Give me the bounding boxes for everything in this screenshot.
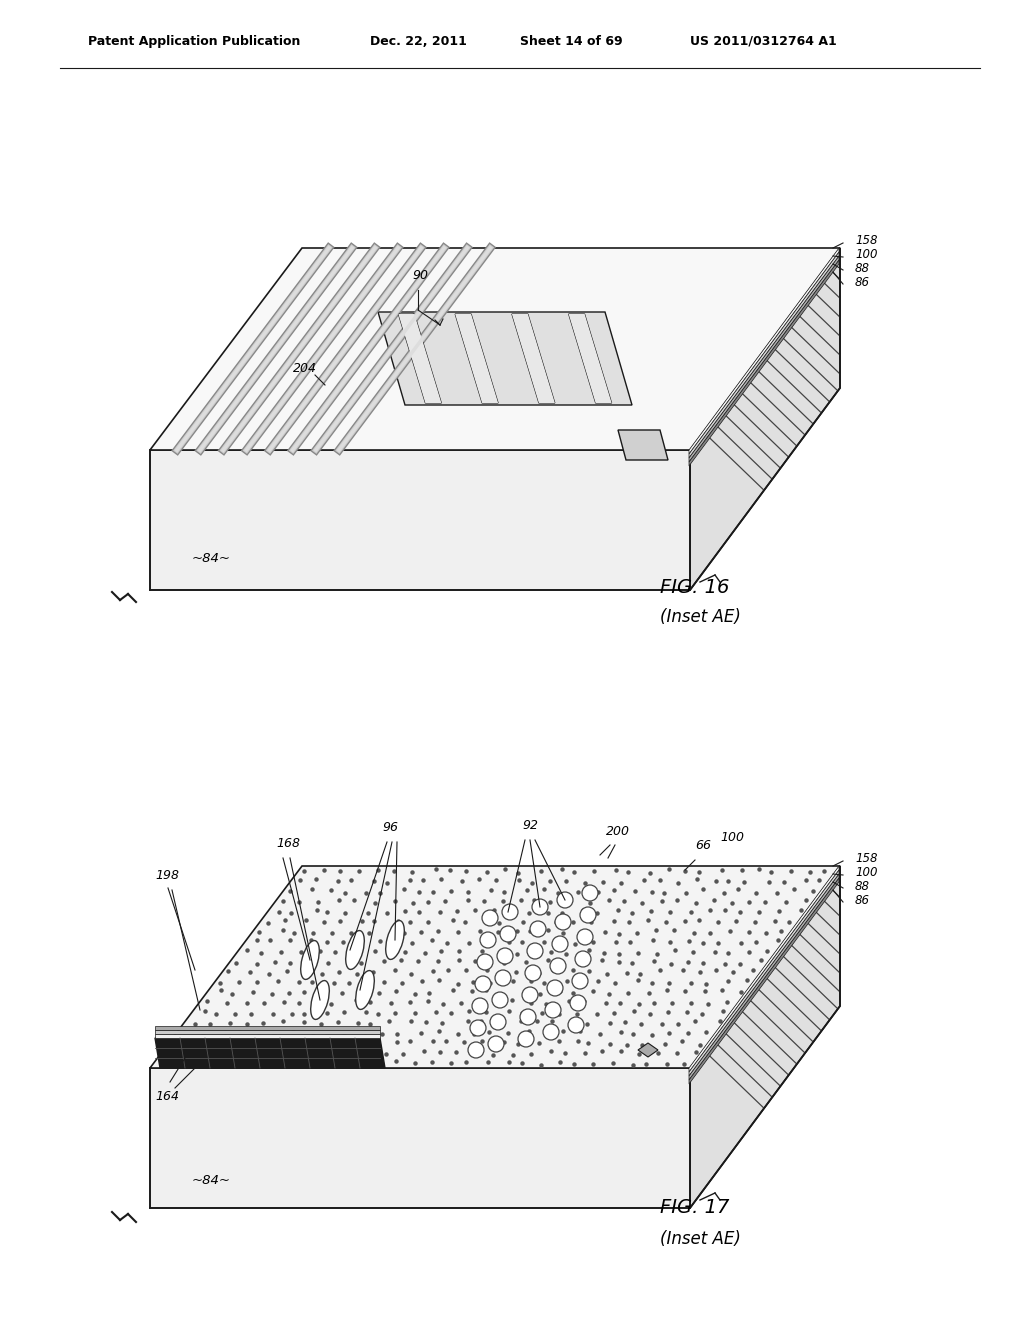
Circle shape: [468, 1041, 484, 1059]
Circle shape: [522, 987, 538, 1003]
Circle shape: [488, 1036, 504, 1052]
Circle shape: [482, 909, 498, 927]
Circle shape: [470, 1020, 486, 1036]
Text: 100: 100: [720, 832, 744, 843]
Text: 92: 92: [522, 818, 538, 832]
Text: 100: 100: [855, 866, 878, 879]
Circle shape: [550, 958, 566, 974]
Polygon shape: [689, 866, 839, 1072]
Ellipse shape: [355, 970, 375, 1010]
Text: 88: 88: [855, 261, 870, 275]
Circle shape: [518, 1031, 534, 1047]
Polygon shape: [398, 314, 441, 403]
Ellipse shape: [346, 931, 365, 969]
Text: 200: 200: [606, 825, 630, 838]
Polygon shape: [150, 450, 690, 590]
Circle shape: [480, 932, 496, 948]
Circle shape: [582, 884, 598, 902]
Polygon shape: [689, 248, 839, 454]
Polygon shape: [618, 430, 668, 459]
Circle shape: [543, 1024, 559, 1040]
Text: 96: 96: [382, 821, 398, 834]
Polygon shape: [690, 248, 840, 590]
Polygon shape: [512, 314, 555, 403]
Text: 198: 198: [155, 869, 179, 882]
Polygon shape: [150, 866, 840, 1068]
Polygon shape: [512, 314, 555, 403]
Text: Sheet 14 of 69: Sheet 14 of 69: [520, 36, 623, 48]
Text: 86: 86: [855, 894, 870, 907]
Text: 88: 88: [855, 879, 870, 892]
Polygon shape: [689, 256, 839, 462]
Circle shape: [575, 950, 591, 968]
Text: 66: 66: [695, 840, 711, 851]
Text: 100: 100: [855, 248, 878, 261]
Circle shape: [492, 993, 508, 1008]
Circle shape: [547, 979, 563, 997]
Ellipse shape: [310, 981, 330, 1019]
Text: FIG. 16: FIG. 16: [660, 578, 729, 597]
Polygon shape: [150, 248, 840, 450]
Circle shape: [527, 942, 543, 960]
Polygon shape: [689, 874, 839, 1080]
Polygon shape: [689, 252, 839, 458]
Text: Dec. 22, 2011: Dec. 22, 2011: [370, 36, 467, 48]
Text: 204: 204: [293, 362, 317, 375]
Polygon shape: [455, 314, 498, 403]
Polygon shape: [689, 878, 839, 1084]
Circle shape: [490, 1014, 506, 1030]
Text: ~84~: ~84~: [193, 552, 231, 565]
Text: FIG. 17: FIG. 17: [660, 1199, 729, 1217]
Circle shape: [545, 1002, 561, 1018]
Text: 86: 86: [855, 276, 870, 289]
Circle shape: [572, 973, 588, 989]
Text: US 2011/0312764 A1: US 2011/0312764 A1: [690, 36, 837, 48]
Circle shape: [477, 954, 493, 970]
Circle shape: [495, 970, 511, 986]
Polygon shape: [150, 1068, 690, 1208]
Circle shape: [568, 1016, 584, 1034]
Circle shape: [555, 913, 571, 931]
Circle shape: [557, 892, 573, 908]
Polygon shape: [568, 314, 611, 403]
Text: ~84~: ~84~: [193, 1173, 231, 1187]
Text: (Inset AE): (Inset AE): [660, 1230, 741, 1247]
Polygon shape: [568, 314, 611, 403]
Circle shape: [502, 904, 518, 920]
Polygon shape: [690, 866, 840, 1208]
Polygon shape: [638, 1043, 658, 1057]
Polygon shape: [398, 314, 441, 403]
Circle shape: [552, 936, 568, 952]
Circle shape: [475, 975, 490, 993]
Text: 158: 158: [855, 851, 878, 865]
Circle shape: [577, 929, 593, 945]
Circle shape: [520, 1008, 536, 1026]
Text: 158: 158: [855, 234, 878, 247]
Circle shape: [472, 998, 488, 1014]
Ellipse shape: [386, 920, 404, 960]
Circle shape: [530, 921, 546, 937]
Polygon shape: [155, 1038, 385, 1068]
Text: Patent Application Publication: Patent Application Publication: [88, 36, 300, 48]
Circle shape: [570, 995, 586, 1011]
Text: (Inset AE): (Inset AE): [660, 609, 741, 626]
Text: 168: 168: [276, 837, 300, 850]
Text: 164: 164: [155, 1090, 179, 1104]
Circle shape: [500, 927, 516, 942]
Polygon shape: [689, 870, 839, 1076]
Circle shape: [525, 965, 541, 981]
Polygon shape: [455, 314, 498, 403]
Polygon shape: [155, 1026, 380, 1030]
Polygon shape: [378, 312, 632, 405]
Polygon shape: [155, 1030, 380, 1034]
Polygon shape: [155, 1034, 380, 1038]
Circle shape: [580, 907, 596, 923]
Ellipse shape: [301, 941, 319, 979]
Circle shape: [497, 948, 513, 964]
Polygon shape: [689, 260, 839, 466]
Text: 90: 90: [412, 269, 428, 282]
Circle shape: [532, 899, 548, 915]
